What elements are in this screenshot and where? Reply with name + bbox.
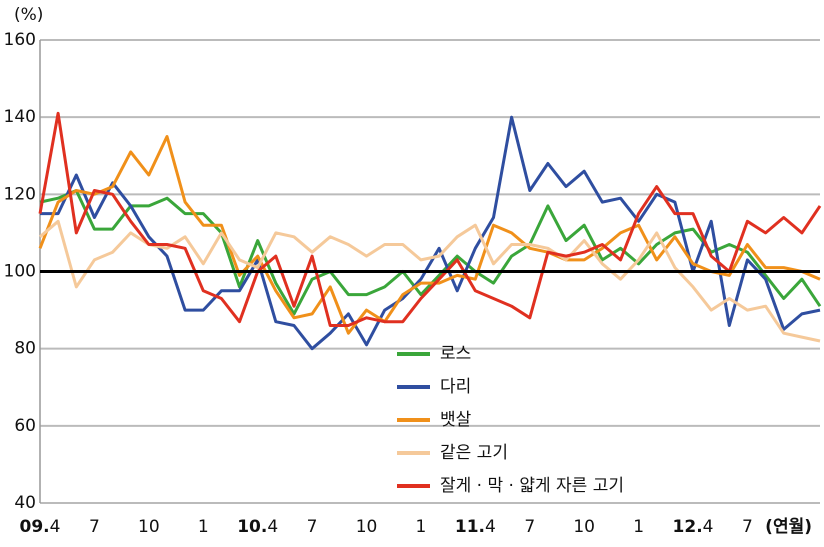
x-tick-month: 4 <box>50 517 61 537</box>
x-tick-label: 09.4 <box>20 517 61 537</box>
legend-label: 다리 <box>440 377 471 397</box>
y-tick-label: 60 <box>14 416 36 436</box>
x-tick-label: 10.4 <box>237 517 278 537</box>
y-tick-label: 140 <box>4 107 36 127</box>
x-tick-year: 12. <box>673 517 703 537</box>
series-line <box>38 111 822 327</box>
y-tick-label: 80 <box>14 339 36 359</box>
x-tick-year: 11. <box>455 517 485 537</box>
x-tick-label: 11.4 <box>455 517 496 537</box>
y-tick-label: 40 <box>14 493 36 513</box>
y-tick-label: 120 <box>4 184 36 204</box>
x-tick-year: 10. <box>237 517 267 537</box>
x-tick-label: 10 <box>138 517 160 537</box>
x-tick-label: 12.4 <box>673 517 714 537</box>
x-tick-label: 7 <box>307 517 318 537</box>
x-tick-label: 1 <box>633 517 644 537</box>
legend-label: 잘게 · 막 · 얇게 자른 고기 <box>440 476 624 496</box>
y-tick-label: 100 <box>4 262 36 282</box>
legend-label: 로스 <box>440 344 471 364</box>
x-axis-label: (연월) <box>765 517 812 537</box>
x-tick-label: 10 <box>356 517 378 537</box>
x-tick-label: 1 <box>198 517 209 537</box>
x-tick-month: 4 <box>703 517 714 537</box>
x-tick-year: 09. <box>20 517 50 537</box>
x-tick-label: 10 <box>573 517 595 537</box>
x-tick-month: 4 <box>485 517 496 537</box>
x-tick-month: 4 <box>267 517 278 537</box>
x-tick-label: 7 <box>89 517 100 537</box>
x-tick-label: 7 <box>524 517 535 537</box>
x-tick-label: 7 <box>742 517 753 537</box>
y-axis-label: (%) <box>14 5 43 25</box>
series-line <box>38 135 821 335</box>
series-line <box>39 189 822 316</box>
legend-label: 뱃살 <box>440 410 472 430</box>
x-tick-label: 1 <box>416 517 427 537</box>
series-line <box>40 115 821 351</box>
legend-label: 같은 고기 <box>440 443 508 463</box>
y-tick-label: 160 <box>4 30 36 50</box>
